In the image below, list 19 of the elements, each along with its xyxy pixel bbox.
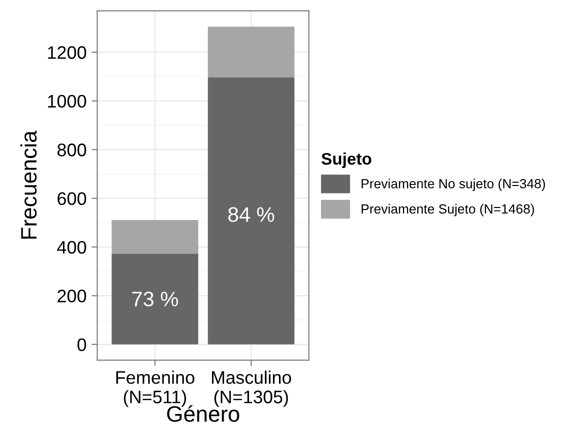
bar [208,26,294,78]
y-tick-label: 0 [77,338,86,352]
y-tick-label: 400 [57,240,86,254]
bar [208,78,294,344]
y-tick-label: 1200 [48,46,86,59]
x-tick-label: Masculino (N=1305) [212,370,292,407]
y-tick-label: 800 [57,144,86,156]
bar [112,254,198,344]
y-tick-label: 1000 [48,94,86,108]
legend-title: Sujeto [322,152,372,168]
y-tick-label: 600 [58,192,86,206]
annotation: 73 % [132,292,178,306]
legend-label: Previamente Sujeto (N=1468) [362,204,534,216]
bar [112,220,198,254]
y-axis-title: Frecuencia [20,130,37,239]
x-axis-title: Género [167,405,240,422]
y-tick-label: 200 [58,290,86,302]
annotation: 84 % [228,207,274,222]
legend-label: Previamente No sujeto (N=348) [362,178,545,191]
